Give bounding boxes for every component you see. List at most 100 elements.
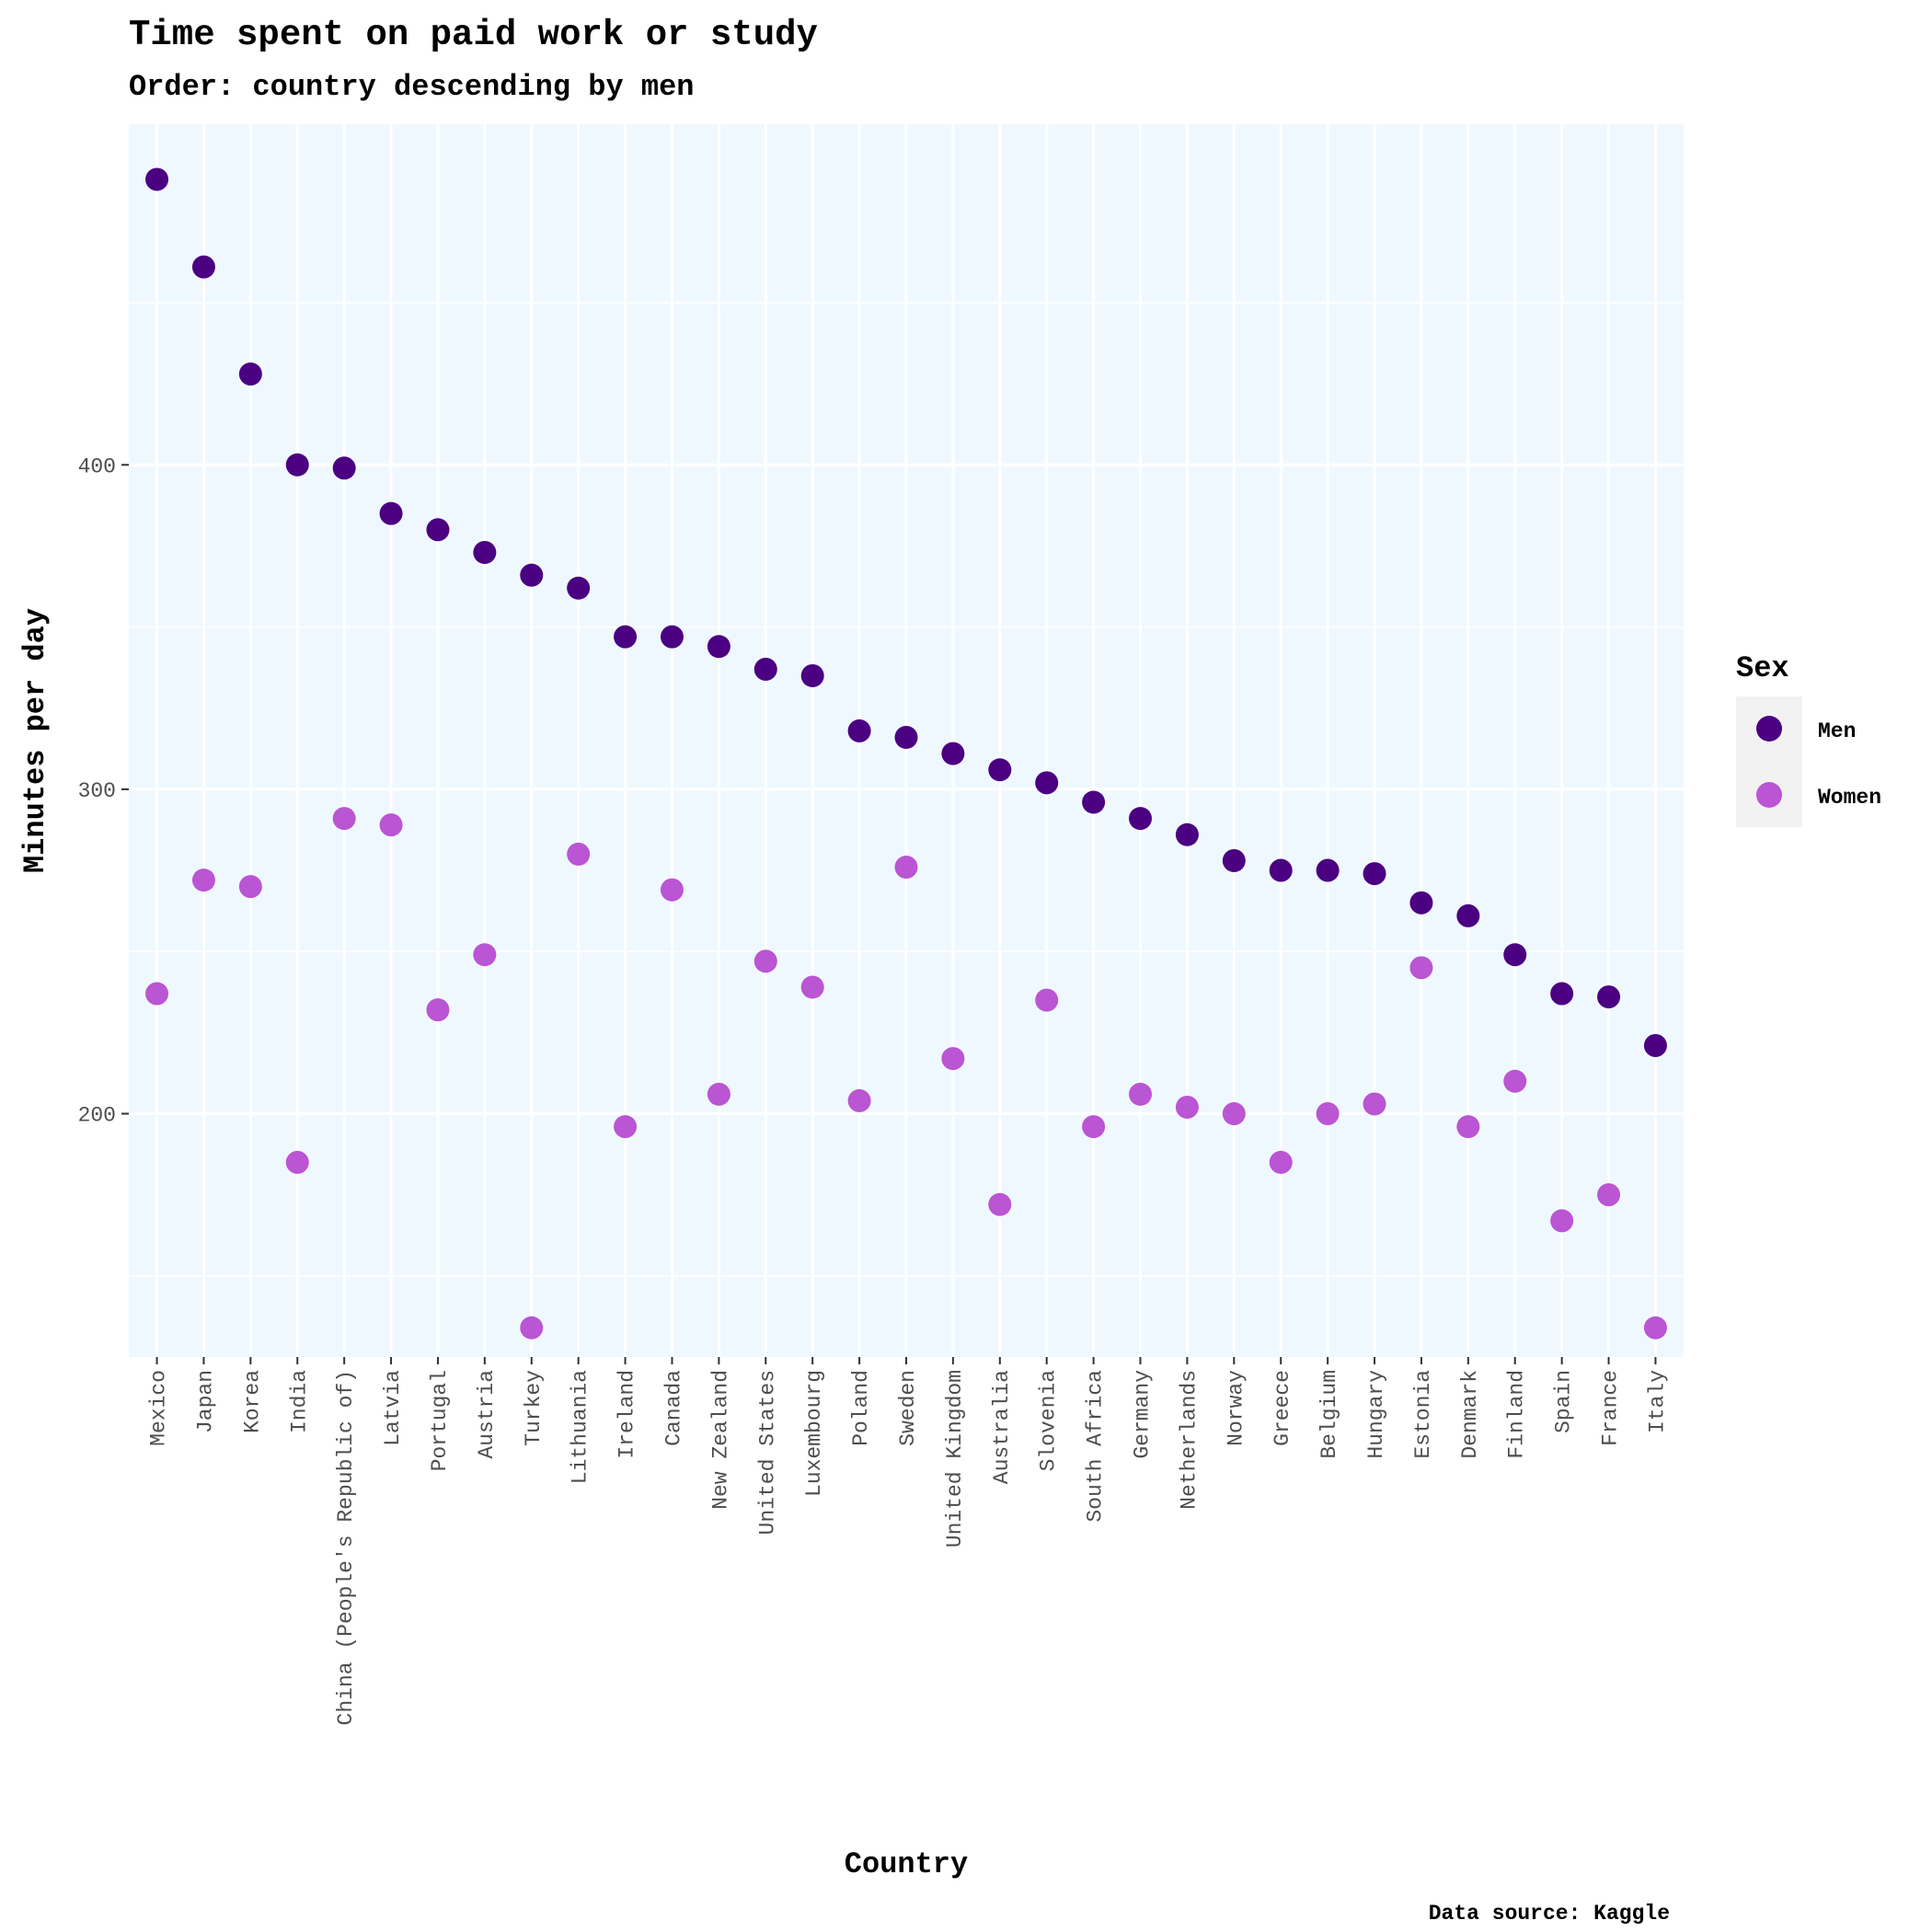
- x-tick-label: India: [287, 1370, 311, 1433]
- point-men: [238, 362, 262, 386]
- point-men: [285, 453, 309, 477]
- point-women: [332, 807, 356, 831]
- point-men: [520, 563, 544, 587]
- data-points: [145, 167, 1667, 1340]
- point-women: [1082, 1115, 1106, 1139]
- point-men: [145, 167, 169, 191]
- point-women: [988, 1192, 1012, 1216]
- y-tick-label: 200: [78, 1104, 116, 1128]
- x-tick-label: Sweden: [896, 1370, 920, 1446]
- point-men: [1363, 862, 1386, 886]
- x-tick-label: Italy: [1645, 1370, 1669, 1433]
- caption: Data source: Kaggle: [1429, 1902, 1670, 1926]
- point-men: [1503, 943, 1527, 967]
- x-tick-label: Norway: [1224, 1370, 1248, 1446]
- x-tick-label: Korea: [240, 1370, 264, 1433]
- point-men: [753, 657, 777, 681]
- point-women: [285, 1150, 309, 1174]
- point-men: [567, 576, 591, 600]
- chart-title: Time spent on paid work or study: [129, 15, 818, 55]
- x-tick-label: Luxembourg: [802, 1370, 826, 1497]
- point-men: [1597, 985, 1621, 1009]
- point-women: [1316, 1102, 1340, 1126]
- point-men: [1643, 1033, 1667, 1057]
- x-tick-label: Mexico: [147, 1370, 171, 1446]
- point-women: [1409, 956, 1433, 980]
- point-women: [473, 943, 497, 967]
- x-tick-label: South Africa: [1084, 1370, 1108, 1523]
- point-women: [753, 949, 777, 973]
- legend: Sex Men Women: [1736, 651, 1881, 827]
- x-tick-label: Lithuania: [569, 1370, 592, 1484]
- point-women: [379, 813, 403, 837]
- x-tick-label: Turkey: [522, 1370, 546, 1446]
- point-women: [426, 998, 450, 1022]
- point-women: [1175, 1095, 1199, 1119]
- point-men: [847, 719, 871, 742]
- point-women: [707, 1082, 730, 1106]
- point-men: [1129, 807, 1153, 831]
- point-women: [1456, 1115, 1480, 1139]
- x-tick-label: Greece: [1271, 1370, 1294, 1446]
- point-women: [800, 975, 824, 999]
- x-tick-label: Germany: [1131, 1370, 1155, 1459]
- x-tick-label: France: [1599, 1370, 1623, 1446]
- x-tick-label: United States: [755, 1370, 779, 1535]
- point-women: [894, 856, 918, 880]
- x-tick-label: Canada: [661, 1370, 685, 1446]
- point-women: [1643, 1316, 1667, 1340]
- y-tick-label: 400: [78, 454, 116, 478]
- point-women: [1363, 1092, 1386, 1116]
- legend-label-men: Men: [1818, 719, 1856, 743]
- point-women: [1222, 1102, 1246, 1126]
- legend-key-men: [1756, 716, 1782, 742]
- point-women: [145, 982, 169, 1006]
- x-tick-label: Slovenia: [1037, 1370, 1061, 1472]
- point-men: [1409, 891, 1433, 914]
- x-tick-label: United Kingdom: [943, 1370, 967, 1547]
- x-axis-title: Country: [845, 1847, 968, 1881]
- point-men: [707, 635, 730, 659]
- x-tick-label: Portugal: [428, 1370, 452, 1471]
- point-women: [660, 878, 684, 902]
- point-men: [332, 456, 356, 480]
- point-men: [473, 540, 497, 564]
- legend-title: Sex: [1736, 651, 1789, 685]
- x-tick-label: Ireland: [615, 1370, 639, 1459]
- x-tick-label: Finland: [1505, 1370, 1529, 1459]
- x-tick-label: Belgium: [1317, 1370, 1341, 1459]
- x-tick-label: Estonia: [1411, 1370, 1435, 1459]
- point-women: [238, 875, 262, 899]
- point-women: [1550, 1209, 1574, 1233]
- point-men: [426, 518, 450, 542]
- point-women: [847, 1088, 871, 1112]
- x-tick-label: Denmark: [1458, 1370, 1482, 1459]
- point-men: [1222, 848, 1246, 872]
- point-women: [1129, 1082, 1153, 1106]
- x-axis-ticks: Mexico Japan Korea India China (People's Rep…: [147, 1357, 1669, 1725]
- point-men: [379, 501, 403, 525]
- point-women: [1035, 988, 1059, 1012]
- point-men: [660, 625, 684, 649]
- y-axis-title: Minutes per day: [18, 608, 52, 873]
- point-women: [1597, 1183, 1621, 1207]
- x-tick-label: Hungary: [1364, 1370, 1388, 1459]
- x-tick-label: Australia: [990, 1370, 1014, 1484]
- point-men: [941, 742, 965, 765]
- point-women: [567, 842, 591, 866]
- point-men: [1269, 858, 1293, 882]
- legend-label-women: Women: [1818, 786, 1881, 810]
- point-men: [1035, 771, 1059, 795]
- point-men: [1175, 822, 1199, 846]
- point-women: [941, 1047, 965, 1071]
- point-men: [1316, 858, 1340, 882]
- x-tick-label: Japan: [193, 1370, 217, 1433]
- point-women: [191, 868, 215, 892]
- point-women: [520, 1316, 544, 1340]
- x-tick-label: China (People's Republic of): [334, 1370, 358, 1725]
- point-men: [894, 725, 918, 749]
- point-men: [1550, 982, 1574, 1006]
- point-women: [614, 1115, 638, 1139]
- legend-key-women: [1756, 782, 1782, 808]
